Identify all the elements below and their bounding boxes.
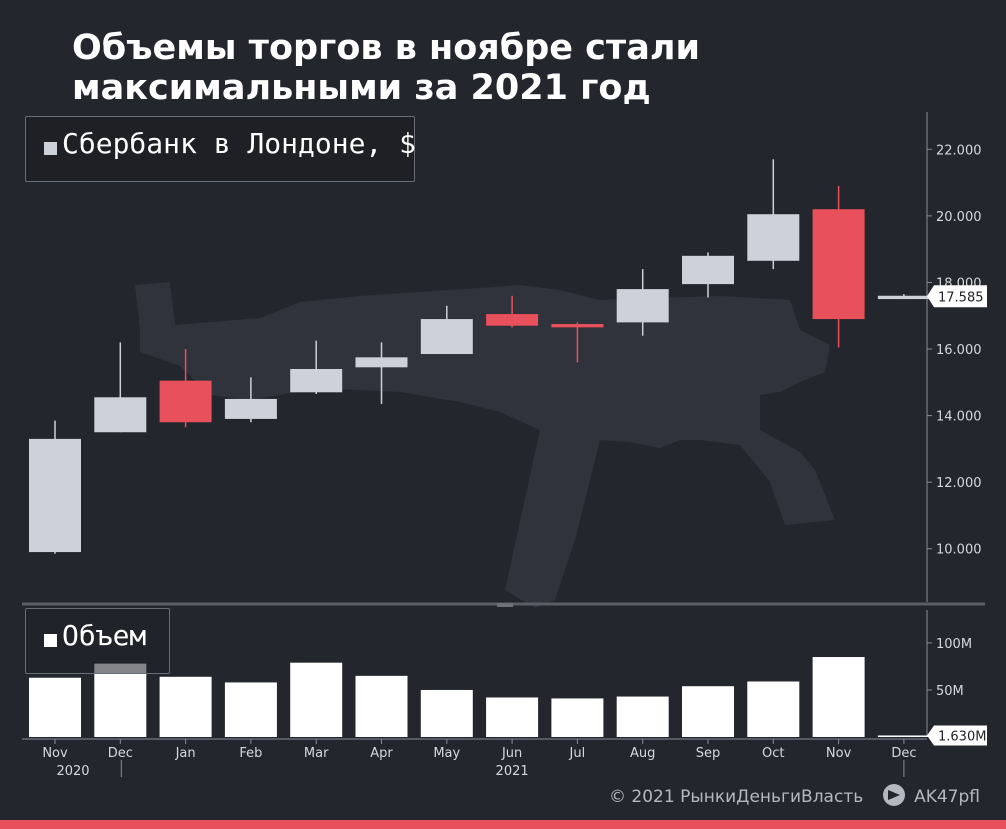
volume-bar	[812, 657, 865, 737]
volume-tick-label: 50M	[936, 684, 964, 699]
telegram-channel[interactable]: AK47pfl	[914, 787, 980, 807]
accent-bar	[0, 820, 1006, 829]
volume-bar	[616, 696, 669, 737]
axes	[22, 112, 985, 777]
volume-bar	[224, 682, 277, 737]
volume-legend-swatch	[44, 634, 57, 647]
volume-bar	[159, 676, 212, 737]
price-candles	[29, 159, 930, 554]
tick-labels: 10.00012.00014.00016.00018.00020.00022.0…	[42, 143, 987, 779]
chart-title: Объемы торгов в ноябре стали максимальны…	[72, 28, 700, 108]
volume-bar	[420, 689, 473, 737]
volume-bar	[682, 686, 734, 737]
candle-body	[224, 398, 277, 419]
volume-bar	[747, 681, 800, 737]
x-tick-label: May	[433, 746, 460, 761]
volume-bar	[290, 662, 343, 737]
volume-legend: Объем	[25, 608, 170, 674]
x-tick-label: Feb	[239, 746, 262, 761]
price-legend-swatch	[44, 142, 57, 155]
volume-legend-label: Объем	[62, 619, 147, 652]
candle-body	[290, 368, 343, 393]
price-tick-label: 22.000	[936, 143, 982, 158]
volume-bar	[94, 663, 147, 737]
candle-body	[747, 214, 800, 261]
x-tick-label: Jul	[569, 746, 586, 761]
volume-bars	[29, 657, 930, 737]
candle-body	[877, 295, 930, 300]
last-volume-label: 1.630M	[938, 729, 986, 744]
price-tick-label: 14.000	[936, 410, 982, 425]
x-tick-label: Aug	[630, 746, 655, 761]
x-tick-label: Jun	[501, 746, 522, 761]
price-tick-label: 16.000	[936, 343, 982, 358]
candle-body	[551, 324, 604, 328]
x-tick-label: Dec	[108, 746, 133, 761]
last-price-box	[927, 285, 987, 308]
volume-bar	[355, 675, 408, 737]
candle-body	[616, 289, 669, 323]
price-tick-label: 10.000	[936, 543, 982, 558]
last-volume-box	[927, 725, 987, 746]
separator-handle	[497, 603, 513, 607]
candle-body	[486, 314, 539, 326]
candle-body	[355, 357, 408, 368]
x-tick-label: Jan	[175, 746, 196, 761]
volume-bar	[877, 735, 930, 737]
copyright-text: © 2021 РынкиДеньгиВласть	[609, 787, 864, 807]
volume-bar	[486, 697, 539, 737]
price-legend: Сбербанк в Лондоне, $	[25, 116, 417, 182]
price-legend-label: Сбербанк в Лондоне, $	[62, 127, 417, 160]
candle-body	[812, 209, 865, 320]
price-tick-label: 20.000	[936, 210, 982, 225]
last-price-label: 17.585	[938, 290, 984, 305]
candle-body	[420, 319, 473, 355]
x-year-label: 2020	[56, 764, 89, 779]
x-year-label: 2021	[496, 764, 529, 779]
candle-body	[159, 380, 212, 423]
x-tick-label: Dec	[891, 746, 916, 761]
x-tick-label: Oct	[762, 746, 784, 761]
footer: © 2021 РынкиДеньгиВласть AK47pfl	[609, 784, 980, 807]
x-tick-label: Mar	[304, 746, 329, 761]
volume-bar	[551, 698, 604, 737]
volume-tick-label: 100M	[936, 637, 972, 652]
x-tick-label: Nov	[826, 746, 852, 761]
candle-body	[94, 397, 147, 433]
x-tick-label: Sep	[696, 746, 721, 761]
rifle-watermark	[135, 282, 835, 608]
price-tick-label: 12.000	[936, 476, 982, 491]
x-tick-label: Nov	[42, 746, 68, 761]
x-tick-label: Apr	[370, 746, 393, 761]
telegram-icon	[882, 784, 905, 806]
candle-body	[682, 255, 734, 285]
candle-body	[29, 438, 81, 553]
volume-bar	[29, 677, 81, 737]
